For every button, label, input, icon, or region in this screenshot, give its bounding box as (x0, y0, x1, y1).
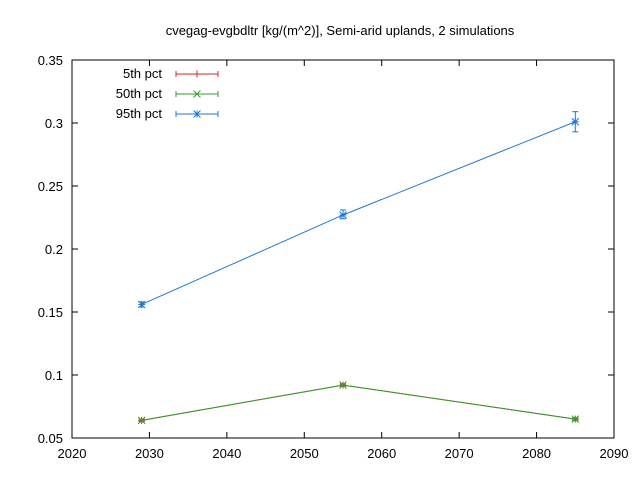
legend-label: 95th pct (116, 106, 163, 121)
data-point (339, 211, 347, 219)
x-tick-label: 2050 (290, 446, 319, 461)
series-3 (137, 111, 580, 309)
legend-entry: 5th pct (123, 66, 219, 81)
data-point (137, 300, 146, 309)
x-tick-label: 2030 (135, 446, 164, 461)
legend-marker (193, 70, 201, 78)
y-tick-label: 0.25 (38, 179, 63, 194)
data-point (339, 381, 347, 389)
data-point (571, 117, 580, 126)
x-tick-label: 2060 (367, 446, 396, 461)
x-tick-label: 2020 (58, 446, 87, 461)
y-tick-label: 0.15 (38, 305, 63, 320)
legend-marker (193, 110, 201, 118)
y-tick-label: 0.2 (45, 242, 63, 257)
series-2 (137, 381, 580, 425)
series-line (141, 121, 576, 305)
data-point (137, 416, 146, 425)
series-line (141, 384, 576, 421)
legend-label: 5th pct (123, 66, 162, 81)
x-tick-label: 2090 (600, 446, 629, 461)
legend: 5th pct 50th pct 95th pct (116, 66, 219, 121)
chart-title: cvegag-evgbdltr [kg/(m^2)], Semi-arid up… (166, 23, 515, 38)
x-tick-label: 2070 (445, 446, 474, 461)
y-tick-label: 0.35 (38, 53, 63, 68)
x-tick-label: 2080 (522, 446, 551, 461)
axes: 2020 2030 2040 2050 2060 2070 2080 2090 0.05 0.1 0… (38, 53, 629, 461)
legend-entry: 95th pct (116, 106, 219, 121)
y-tick-label: 0.1 (45, 368, 63, 383)
legend-label: 50th pct (116, 86, 163, 101)
y-tick-label: 0.3 (45, 116, 63, 131)
series-layer (137, 111, 580, 425)
data-point (571, 415, 580, 423)
y-tick-label: 0.05 (38, 431, 63, 446)
series-line (141, 384, 576, 421)
legend-marker (193, 90, 201, 98)
x-tick-label: 2040 (212, 446, 241, 461)
series-1 (138, 381, 579, 424)
legend-entry: 50th pct (116, 86, 219, 101)
